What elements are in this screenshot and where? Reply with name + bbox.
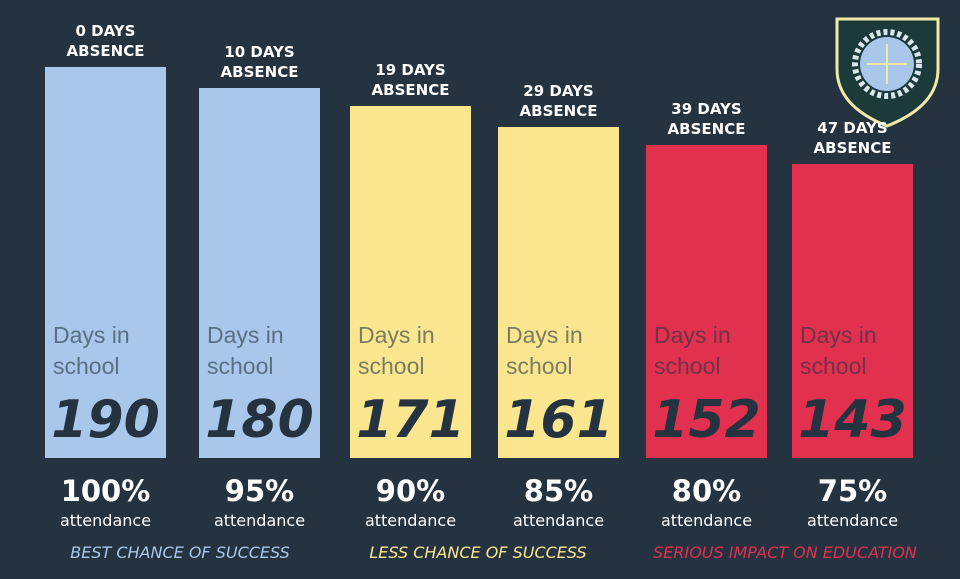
bar (45, 67, 166, 458)
group-label: LESS CHANCE OF SUCCESS (369, 543, 587, 562)
days-value: 180 (205, 390, 314, 450)
bar (646, 145, 767, 458)
attendance-caption: attendance (59, 511, 152, 530)
attendance-caption: attendance (660, 511, 753, 530)
bar-caption: Days in school (654, 322, 731, 379)
bar-caption: Days in school (358, 322, 435, 379)
bar (498, 126, 619, 458)
bar-caption: Days in school (53, 322, 130, 379)
attendance-caption: attendance (213, 511, 306, 530)
attendance-value: 80% (671, 474, 742, 508)
attendance-value: 95% (224, 474, 295, 508)
absence-label: 19 DAYS ABSENCE (371, 61, 450, 100)
group-label: SERIOUS IMPACT ON EDUCATION (653, 543, 917, 562)
absence-label: 47 DAYS ABSENCE (813, 118, 892, 157)
bar (199, 87, 320, 458)
attendance-caption: attendance (806, 511, 899, 530)
attendance-value: 75% (817, 474, 888, 508)
bar (792, 163, 913, 458)
attendance-caption: attendance (364, 511, 457, 530)
absence-label: 29 DAYS ABSENCE (519, 81, 598, 120)
bar-caption: Days in school (506, 322, 583, 379)
attendance-value: 90% (375, 474, 446, 508)
absence-label: 0 DAYS ABSENCE (66, 22, 145, 60)
bar (350, 106, 471, 458)
bar-caption: Days in school (207, 322, 284, 379)
attendance-value: 85% (523, 474, 594, 508)
absence-label: 10 DAYS ABSENCE (220, 42, 299, 81)
days-value: 161 (504, 390, 613, 450)
days-value: 143 (798, 390, 907, 450)
days-value: 190 (51, 390, 160, 450)
attendance-caption: attendance (512, 511, 605, 530)
absence-label: 39 DAYS ABSENCE (667, 100, 746, 139)
days-value: 152 (652, 390, 761, 450)
bar-caption: Days in school (800, 322, 877, 379)
school-crest (835, 17, 940, 128)
group-label: BEST CHANCE OF SUCCESS (70, 543, 290, 562)
days-value: 171 (356, 390, 465, 450)
attendance-value: 100% (60, 474, 151, 508)
